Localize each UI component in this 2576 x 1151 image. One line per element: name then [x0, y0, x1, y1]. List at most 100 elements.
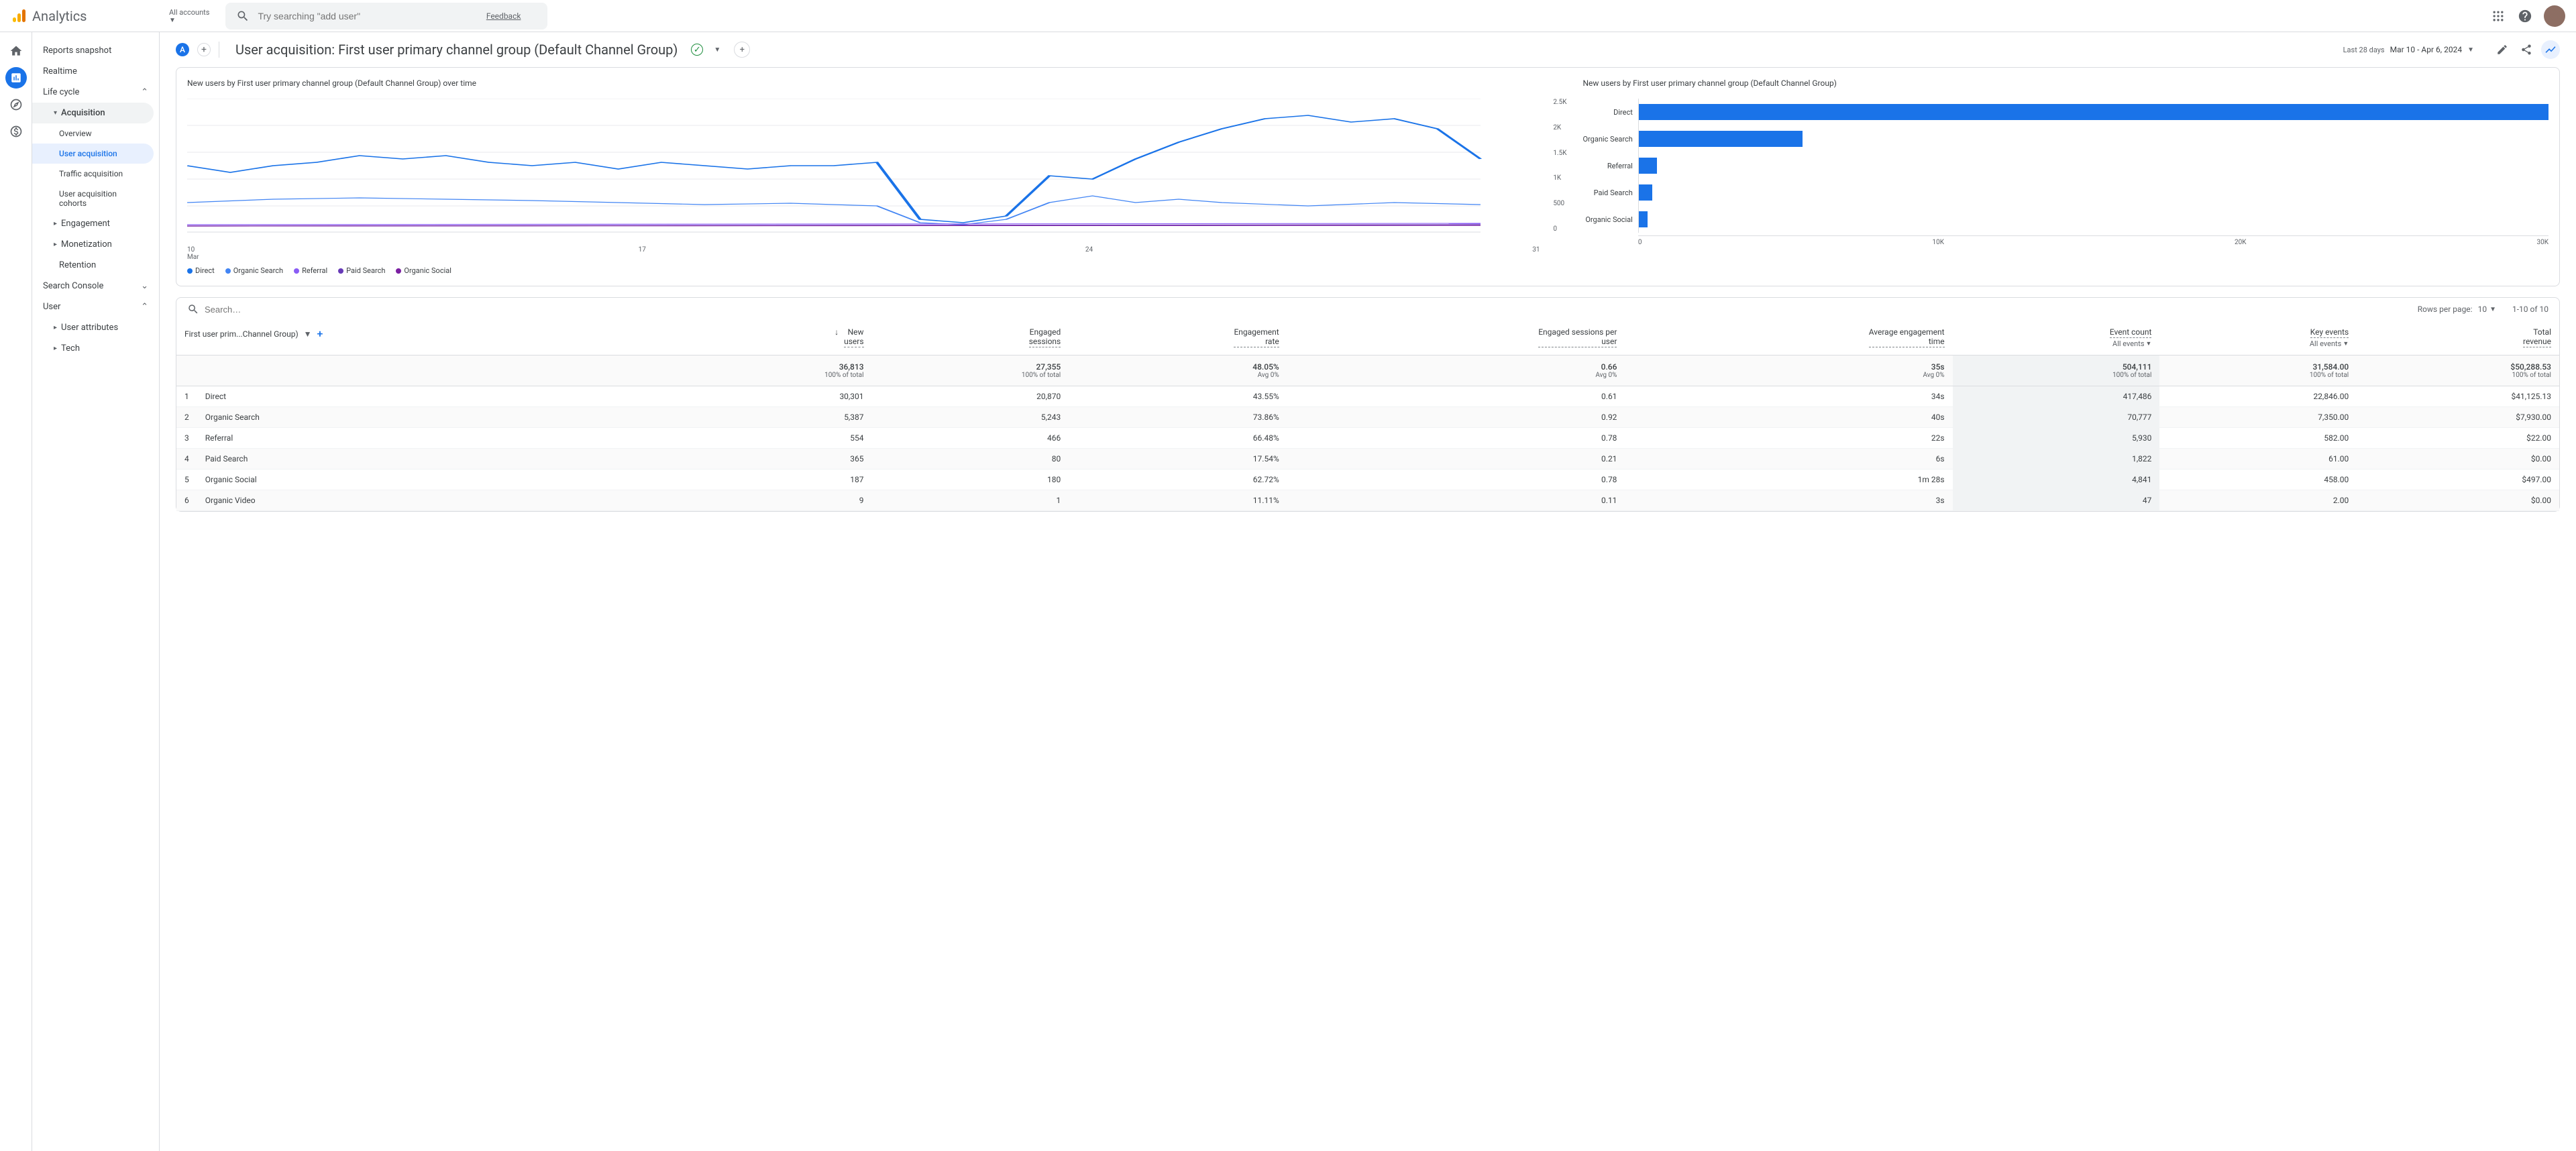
bar-chart-x-axis: 010K20K30K	[1638, 235, 2548, 246]
column-header[interactable]: Key eventsAll events ▼	[2159, 321, 2357, 355]
add-segment-button[interactable]: +	[197, 43, 211, 56]
legend-item[interactable]: Direct	[187, 266, 215, 275]
dimension-dropdown-icon[interactable]: ▼	[304, 329, 312, 339]
chevron-up-icon: ⌃	[141, 302, 148, 312]
legend-item[interactable]: Paid Search	[338, 266, 385, 275]
help-icon[interactable]	[2517, 8, 2533, 24]
apps-icon[interactable]	[2490, 8, 2506, 24]
column-header[interactable]: Engaged sessions	[872, 321, 1069, 355]
sidebar-item-monetization[interactable]: ▸Monetization	[32, 234, 154, 255]
table-row[interactable]: 5Organic Social18718062.72%0.781m 28s4,8…	[176, 470, 2559, 490]
column-header[interactable]: Event countAll events ▼	[1953, 321, 2160, 355]
logo: Analytics	[11, 8, 158, 24]
sidebar-section-user[interactable]: User ⌃	[32, 296, 159, 317]
sidebar-item-user-acquisition[interactable]: User acquisition	[32, 144, 154, 164]
bar-chart-panel: New users by First user primary channel …	[1582, 78, 2548, 275]
sidebar-item-tech[interactable]: ▸Tech	[32, 338, 154, 359]
column-header[interactable]: Engaged sessions per user	[1287, 321, 1625, 355]
line-chart-legend: Direct Organic Search Referral Paid Search O…	[187, 266, 1566, 275]
sidebar-item-user-attributes[interactable]: ▸User attributes	[32, 317, 154, 338]
sidebar-item-snapshot[interactable]: Reports snapshot	[32, 40, 154, 61]
line-chart-svg	[187, 99, 1566, 233]
sidebar-item-engagement[interactable]: ▸Engagement	[32, 213, 154, 234]
charts-card: New users by First user primary channel …	[176, 67, 2560, 286]
segment-chip[interactable]: A	[176, 43, 189, 56]
user-avatar[interactable]	[2544, 5, 2565, 27]
rows-per-page-label: Rows per page:	[2418, 305, 2473, 314]
table-row[interactable]: 2Organic Search5,3875,24373.86%0.9240s70…	[176, 407, 2559, 428]
line-chart-x-axis: 10Mar172431	[187, 246, 1566, 261]
search-input[interactable]	[258, 11, 486, 21]
dimension-label: First user prim...Channel Group)	[184, 329, 299, 339]
chevron-down-icon: ⌄	[141, 281, 148, 291]
bar-chart-labels: DirectOrganic SearchReferralPaid SearchO…	[1582, 99, 1638, 233]
chevron-down-icon: ▼	[169, 17, 209, 24]
chevron-down-icon: ▼	[2467, 46, 2474, 54]
insights-icon[interactable]	[2541, 40, 2560, 59]
search-icon	[187, 303, 199, 315]
column-header[interactable]: ↓New users	[675, 321, 872, 355]
line-chart: 2.5K2K1.5K1K5000	[187, 99, 1566, 246]
table-search[interactable]	[187, 303, 339, 315]
sidebar: Reports snapshot Realtime Life cycle ⌃ ▾…	[32, 32, 160, 1151]
add-dimension-button[interactable]: +	[317, 327, 323, 340]
table-search-input[interactable]	[205, 305, 339, 315]
main-layout: Reports snapshot Realtime Life cycle ⌃ ▾…	[0, 32, 2576, 1151]
rows-per-page: Rows per page: 10 ▼	[2418, 305, 2496, 314]
sidebar-section-search-console[interactable]: Search Console ⌄	[32, 276, 159, 296]
legend-item[interactable]: Referral	[294, 266, 327, 275]
chevron-down-icon: ▾	[54, 109, 57, 117]
chevron-right-icon: ▸	[54, 241, 57, 248]
dimension-header: First user prim...Channel Group) ▼ +	[176, 321, 675, 355]
feedback-link[interactable]: Feedback	[486, 11, 521, 21]
chevron-up-icon: ⌃	[141, 87, 148, 97]
status-check-icon[interactable]: ✓	[691, 44, 703, 56]
sidebar-search-console-label: Search Console	[43, 281, 103, 291]
sidebar-lifecycle-label: Life cycle	[43, 87, 79, 97]
line-chart-y-axis: 2.5K2K1.5K1K5000	[1550, 99, 1566, 233]
table-row[interactable]: 3Referral55446666.48%0.7822s5,930582.00$…	[176, 428, 2559, 449]
sidebar-item-traffic-acquisition[interactable]: Traffic acquisition	[32, 164, 154, 184]
search-bar[interactable]: Feedback	[225, 3, 547, 30]
title-dropdown-icon[interactable]: ▼	[714, 46, 720, 54]
rail-home-icon[interactable]	[5, 40, 27, 62]
account-selector[interactable]: All accounts ▼	[169, 8, 209, 24]
column-header[interactable]: Engagement rate	[1069, 321, 1287, 355]
account-selector-label: All accounts	[169, 8, 209, 17]
chevron-right-icon: ▸	[54, 324, 57, 331]
table-row[interactable]: 6Organic Video9111.11%0.113s472.00$0.00	[176, 490, 2559, 511]
bar-chart: DirectOrganic SearchReferralPaid SearchO…	[1582, 99, 2548, 260]
legend-item[interactable]: Organic Social	[396, 266, 451, 275]
app-header: Analytics All accounts ▼ Feedback	[0, 0, 2576, 32]
bar-chart-bars	[1638, 99, 2548, 233]
column-header[interactable]: Average engagement time	[1625, 321, 1952, 355]
sidebar-item-acquisition[interactable]: ▾Acquisition	[32, 103, 154, 123]
sidebar-user-label: User	[43, 302, 60, 312]
date-range-selector[interactable]: Last 28 days Mar 10 - Apr 6, 2024 ▼	[2343, 45, 2474, 54]
share-icon[interactable]	[2517, 40, 2536, 59]
column-header[interactable]: Total revenue	[2357, 321, 2559, 355]
rail-advertising-icon[interactable]	[5, 121, 27, 142]
sidebar-item-user-acq-cohorts[interactable]: User acquisition cohorts	[32, 184, 154, 213]
add-comparison-button[interactable]: +	[734, 42, 750, 58]
sidebar-item-realtime[interactable]: Realtime	[32, 61, 154, 82]
line-chart-title: New users by First user primary channel …	[187, 78, 1566, 88]
table-toolbar: Rows per page: 10 ▼ 1-10 of 10	[176, 298, 2559, 321]
analytics-logo-icon	[11, 8, 27, 24]
table-row[interactable]: 1Direct30,30120,87043.55%0.6134s417,4862…	[176, 386, 2559, 407]
sidebar-item-retention[interactable]: Retention	[32, 255, 154, 276]
date-range-value: Mar 10 - Apr 6, 2024	[2390, 45, 2462, 54]
rail-explore-icon[interactable]	[5, 94, 27, 115]
content-area: A + User acquisition: First user primary…	[160, 32, 2576, 1151]
sidebar-section-lifecycle[interactable]: Life cycle ⌃	[32, 82, 159, 103]
report-title: User acquisition: First user primary cha…	[235, 42, 678, 58]
legend-item[interactable]: Organic Search	[225, 266, 283, 275]
chevron-right-icon: ▸	[54, 345, 57, 352]
rail-reports-icon[interactable]	[5, 67, 27, 89]
sidebar-item-overview[interactable]: Overview	[32, 123, 154, 144]
chevron-down-icon: ▼	[2489, 306, 2496, 313]
nav-rail	[0, 32, 32, 1151]
table-row[interactable]: 4Paid Search3658017.54%0.216s1,82261.00$…	[176, 449, 2559, 470]
rows-per-page-selector[interactable]: 10 ▼	[2478, 305, 2496, 314]
customize-report-icon[interactable]	[2493, 40, 2512, 59]
